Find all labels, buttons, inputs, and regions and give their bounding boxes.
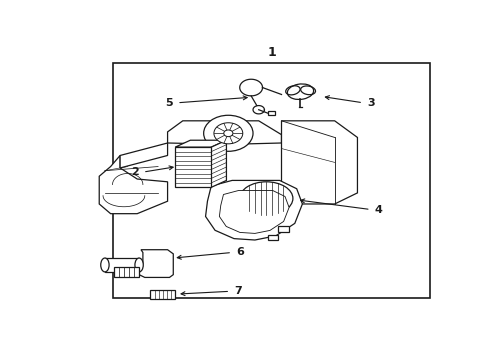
Polygon shape	[211, 140, 226, 187]
Bar	[105, 258, 139, 272]
Ellipse shape	[240, 182, 293, 215]
Polygon shape	[168, 121, 281, 144]
Bar	[150, 290, 175, 299]
Ellipse shape	[135, 258, 143, 272]
Text: 5: 5	[166, 98, 173, 108]
Polygon shape	[281, 121, 358, 204]
Ellipse shape	[101, 258, 109, 272]
Bar	[268, 111, 275, 115]
Text: 3: 3	[367, 98, 374, 108]
Bar	[278, 226, 289, 232]
Ellipse shape	[287, 84, 314, 99]
Text: 4: 4	[374, 204, 382, 215]
Polygon shape	[120, 143, 168, 168]
Polygon shape	[99, 156, 168, 214]
Polygon shape	[139, 250, 173, 278]
Bar	[268, 235, 278, 240]
Polygon shape	[175, 140, 226, 147]
Polygon shape	[220, 190, 289, 233]
Bar	[115, 267, 139, 278]
Text: 6: 6	[236, 247, 244, 257]
Bar	[175, 147, 211, 187]
Circle shape	[224, 130, 233, 136]
Circle shape	[204, 115, 253, 151]
Text: 7: 7	[234, 286, 242, 296]
Polygon shape	[206, 180, 302, 240]
Bar	[113, 63, 430, 298]
Text: 1: 1	[268, 46, 276, 59]
Text: 2: 2	[131, 167, 139, 177]
Circle shape	[214, 123, 243, 144]
